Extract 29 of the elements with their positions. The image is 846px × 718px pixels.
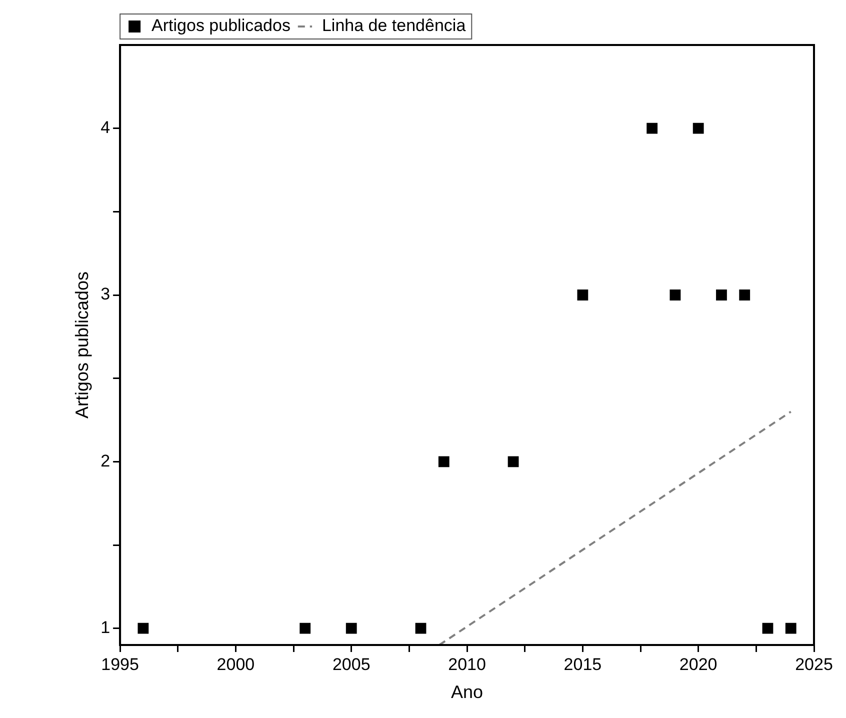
y-tick-label: 2 <box>100 451 110 470</box>
x-tick-label: 2020 <box>679 654 718 674</box>
point <box>415 622 426 634</box>
x-tick-label: 2000 <box>216 654 255 674</box>
x-tick-label: 2025 <box>795 654 833 674</box>
point <box>785 622 796 634</box>
point <box>692 122 704 134</box>
point <box>762 622 774 634</box>
point <box>646 122 658 134</box>
point <box>739 290 750 300</box>
point <box>300 622 311 634</box>
legend-label: Linha de tendência <box>322 16 466 36</box>
y-axis-title: Artigos publicados <box>72 271 92 419</box>
x-tick-label: 2015 <box>564 654 602 674</box>
x-tick-label: 1995 <box>101 654 139 674</box>
x-axis-title: Ano <box>451 682 484 702</box>
point <box>716 290 727 300</box>
point <box>138 622 149 634</box>
y-tick-label: 3 <box>100 284 110 304</box>
legend-label: Artigos publicados <box>152 16 290 36</box>
x-tick-label: 2005 <box>332 654 370 674</box>
point <box>670 290 681 300</box>
y-tick-label: 4 <box>100 118 110 138</box>
point <box>438 456 450 468</box>
y-tick-label: 1 <box>100 618 110 638</box>
x-tick-label: 2010 <box>448 654 486 674</box>
point <box>346 622 357 634</box>
point <box>508 456 519 468</box>
point <box>577 290 588 300</box>
